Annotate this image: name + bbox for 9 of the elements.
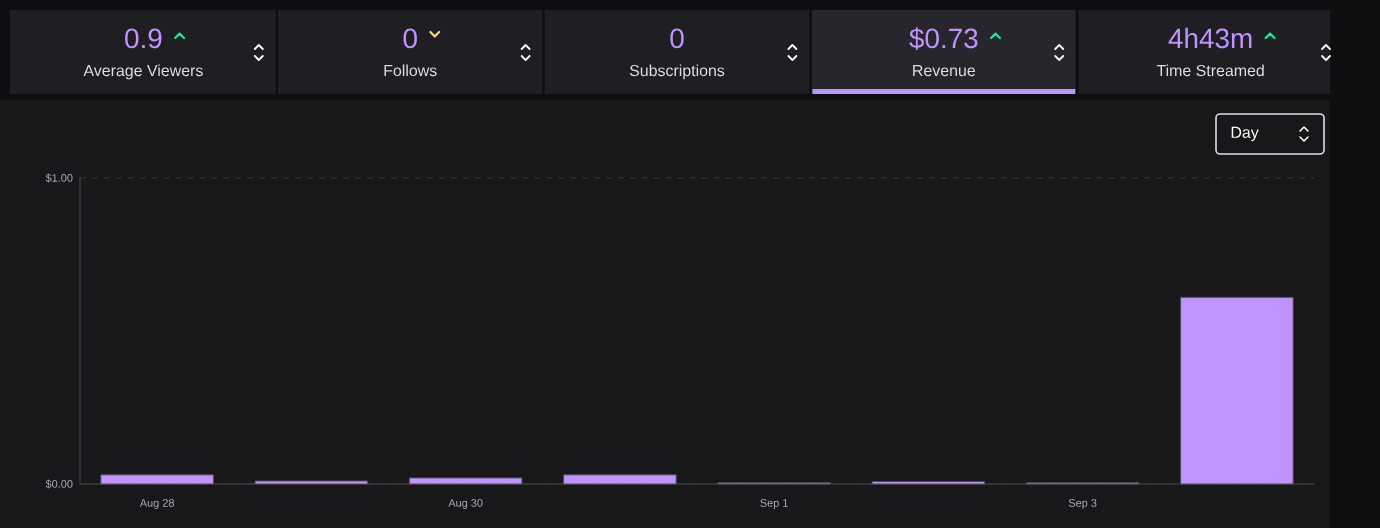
text: $0.73 — [909, 27, 978, 50]
text: 0.9 — [125, 28, 162, 49]
text: 0 — [670, 28, 684, 49]
text: 4h43m — [1168, 27, 1252, 49]
bar — [1180, 296, 1294, 485]
bar — [563, 474, 677, 485]
text: 0 — [403, 28, 417, 49]
bar — [408, 477, 523, 485]
bar — [100, 474, 214, 485]
